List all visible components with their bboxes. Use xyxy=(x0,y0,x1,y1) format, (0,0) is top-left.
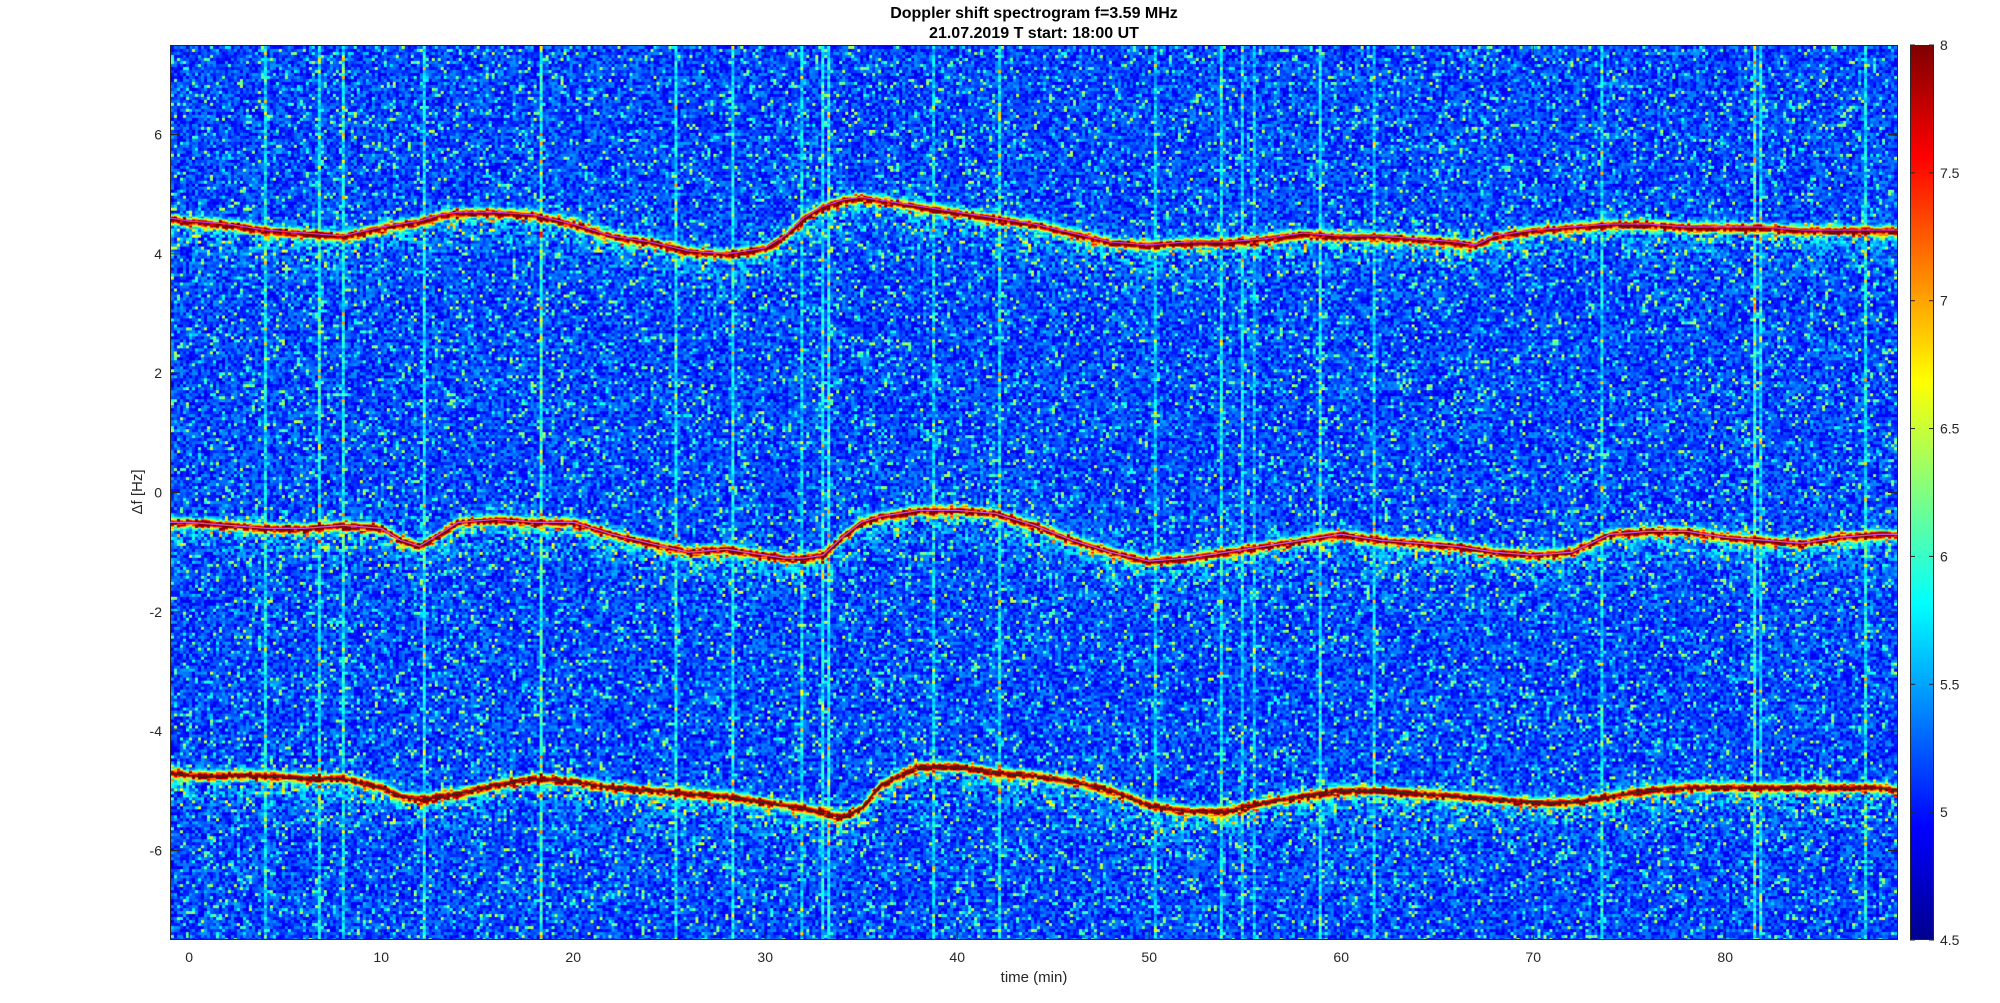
y-tick-label: 6 xyxy=(154,127,162,143)
x-tick-label: 0 xyxy=(185,949,193,965)
ridge-line-3 xyxy=(169,766,1899,819)
spectrogram-image xyxy=(171,46,1897,939)
colorbar-ticks: 4.5 5 5.5 6 6.5 7 7.5 8 xyxy=(1910,37,1960,948)
chart-subtitle: 21.07.2019 T start: 18:00 UT xyxy=(929,25,1139,42)
x-tick-label: 10 xyxy=(373,949,389,965)
colorbar-tick-label: 7 xyxy=(1940,293,1948,309)
y-tick-label: 4 xyxy=(154,246,162,262)
x-tick-label: 40 xyxy=(949,949,965,965)
chart-title: Doppler shift spectrogram f=3.59 MHz xyxy=(890,5,1178,22)
x-tick-label: 80 xyxy=(1717,949,1733,965)
y-axis-ticks: -6 -4 -2 0 2 4 6 xyxy=(150,127,1898,859)
x-tick-label: 20 xyxy=(565,949,581,965)
ridge-line-2 xyxy=(170,509,1898,562)
colorbar-tick-label: 6 xyxy=(1940,548,1948,564)
x-tick-label: 70 xyxy=(1525,949,1541,965)
ridge-line-1 xyxy=(169,196,1898,255)
y-axis-label: Δf [Hz] xyxy=(129,469,146,514)
y-tick-label: -6 xyxy=(150,843,163,859)
plot-area[interactable] xyxy=(170,45,1898,940)
colorbar-tick-label: 7.5 xyxy=(1940,165,1960,181)
y-tick-label: -4 xyxy=(150,723,163,739)
x-tick-label: 50 xyxy=(1141,949,1157,965)
x-tick-label: 30 xyxy=(757,949,773,965)
y-tick-label: 2 xyxy=(154,365,162,381)
colorbar-tick-label: 5 xyxy=(1940,804,1948,820)
ridge-lines xyxy=(169,196,1899,819)
x-tick-label: 60 xyxy=(1333,949,1349,965)
colorbar xyxy=(1910,45,1934,940)
colorbar-tick-label: 4.5 xyxy=(1940,932,1960,948)
colorbar-tick-label: 5.5 xyxy=(1940,676,1960,692)
x-axis-label: time (min) xyxy=(1001,969,1068,986)
x-axis-ticks: 0 10 20 30 40 50 60 70 80 xyxy=(185,45,1733,965)
colorbar-tick-label: 8 xyxy=(1940,37,1948,53)
y-tick-label: -2 xyxy=(150,604,163,620)
y-tick-label: 0 xyxy=(154,485,162,501)
colorbar-tick-label: 6.5 xyxy=(1940,421,1960,437)
